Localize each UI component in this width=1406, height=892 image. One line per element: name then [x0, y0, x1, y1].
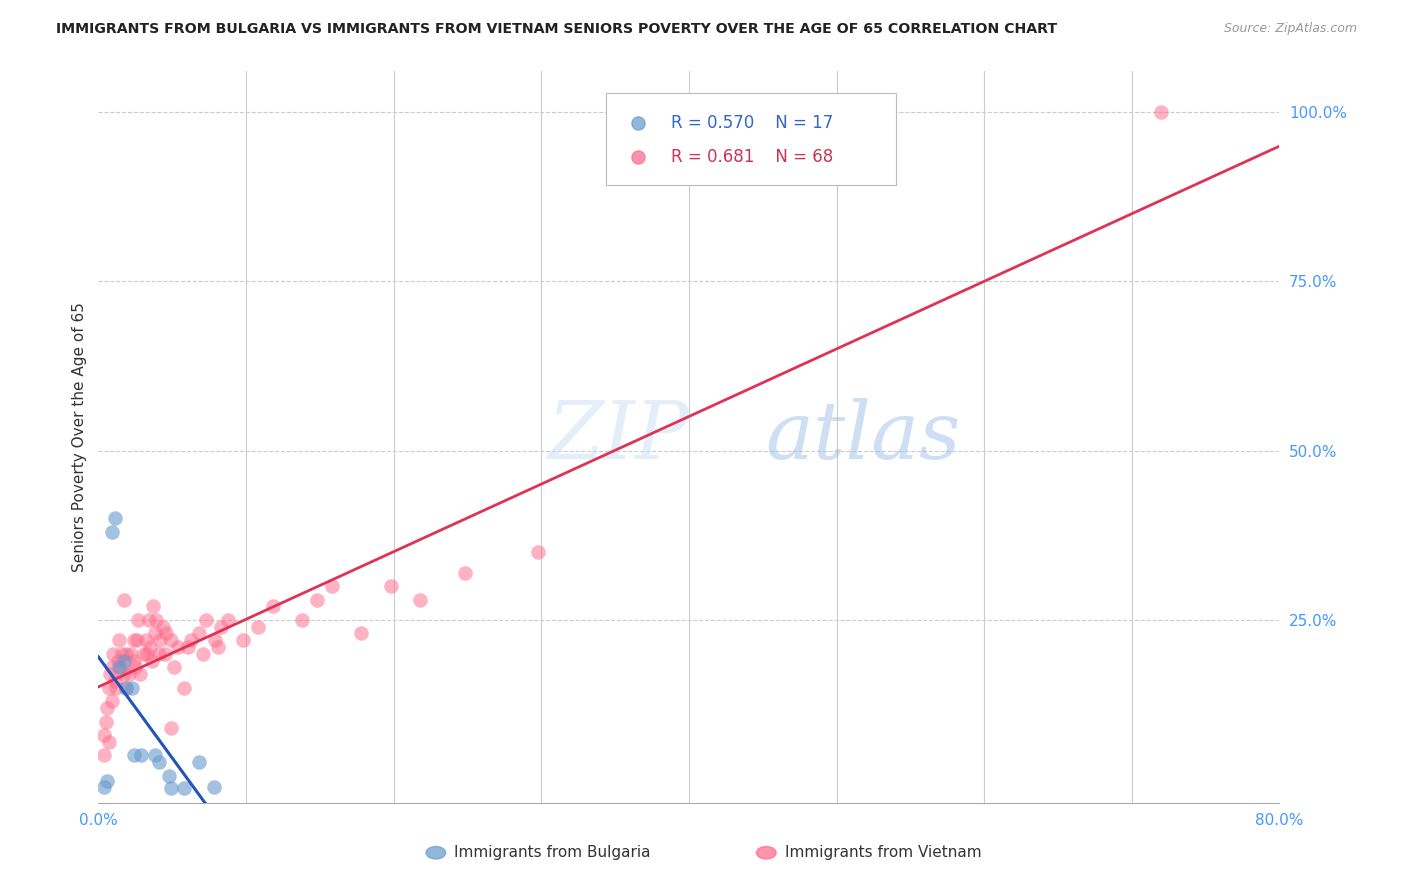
Point: [122, 654, 145, 668]
Point: [108, 633, 131, 648]
Point: [97, 735, 120, 749]
Point: [129, 748, 152, 763]
Point: [110, 660, 132, 674]
Point: [209, 620, 232, 634]
Point: [173, 780, 195, 795]
Point: [118, 667, 141, 681]
Point: [93, 780, 115, 795]
Point: [128, 667, 150, 681]
Point: [453, 566, 475, 580]
Point: [762, 153, 785, 167]
Point: [100, 524, 122, 539]
Point: [112, 592, 135, 607]
Point: [124, 660, 146, 674]
Point: [217, 613, 239, 627]
Point: [291, 613, 314, 627]
Point: [163, 660, 186, 674]
Point: [125, 633, 148, 648]
Point: [305, 592, 328, 607]
Point: [159, 721, 181, 735]
Text: Immigrants from Vietnam: Immigrants from Vietnam: [785, 846, 981, 860]
Point: [204, 633, 226, 648]
Point: [152, 620, 174, 634]
Point: [177, 640, 200, 654]
Point: [141, 654, 163, 668]
Point: [134, 647, 156, 661]
Text: ZIP: ZIP: [547, 399, 689, 475]
Point: [159, 780, 181, 795]
Point: [187, 626, 209, 640]
Point: [96, 701, 118, 715]
Point: [122, 633, 145, 648]
Point: [187, 755, 209, 769]
Point: [122, 748, 145, 763]
Point: [157, 769, 180, 783]
Point: [115, 647, 138, 661]
Y-axis label: Seniors Poverty Over the Age of 65: Seniors Poverty Over the Age of 65: [72, 302, 87, 572]
Point: [136, 647, 159, 661]
Text: IMMIGRANTS FROM BULGARIA VS IMMIGRANTS FROM VIETNAM SENIORS POVERTY OVER THE AGE: IMMIGRANTS FROM BULGARIA VS IMMIGRANTS F…: [56, 22, 1057, 37]
Point: [142, 599, 165, 614]
Point: [115, 681, 138, 695]
Point: [350, 626, 373, 640]
Point: [104, 673, 127, 688]
Point: [127, 613, 149, 627]
Point: [103, 647, 125, 661]
Point: [100, 694, 122, 708]
Point: [120, 647, 142, 661]
Point: [409, 592, 432, 607]
Point: [93, 748, 115, 763]
Point: [180, 633, 202, 648]
FancyBboxPatch shape: [606, 94, 896, 185]
Point: [380, 579, 402, 593]
Point: [193, 647, 215, 661]
Point: [139, 640, 162, 654]
Point: [149, 633, 172, 648]
Text: R = 0.681    N = 68: R = 0.681 N = 68: [671, 148, 834, 166]
Point: [262, 599, 284, 614]
Point: [145, 613, 167, 627]
Point: [232, 633, 254, 648]
Text: Source: ZipAtlas.com: Source: ZipAtlas.com: [1223, 22, 1357, 36]
Text: atlas: atlas: [766, 399, 962, 475]
Point: [97, 681, 120, 695]
Point: [195, 613, 218, 627]
Point: [167, 640, 190, 654]
Point: [202, 780, 225, 795]
Text: R = 0.570    N = 17: R = 0.570 N = 17: [671, 113, 834, 131]
Point: [107, 654, 129, 668]
Point: [155, 626, 177, 640]
Point: [1150, 105, 1173, 120]
Point: [96, 774, 118, 789]
Point: [121, 681, 143, 695]
Point: [105, 681, 128, 695]
Point: [111, 647, 134, 661]
Point: [104, 511, 127, 525]
Point: [115, 681, 138, 695]
Point: [153, 647, 176, 661]
Point: [148, 755, 170, 769]
Point: [159, 633, 181, 648]
Point: [112, 654, 135, 668]
Point: [94, 714, 117, 729]
Point: [148, 647, 170, 661]
Point: [138, 613, 160, 627]
Point: [108, 660, 131, 674]
Text: Immigrants from Bulgaria: Immigrants from Bulgaria: [454, 846, 651, 860]
Point: [100, 660, 122, 674]
Point: [98, 667, 121, 681]
Point: [762, 184, 785, 198]
Point: [173, 681, 195, 695]
Point: [135, 633, 157, 648]
Point: [321, 579, 343, 593]
Point: [207, 640, 229, 654]
Point: [246, 620, 269, 634]
Point: [143, 626, 166, 640]
Point: [93, 728, 115, 742]
Point: [112, 667, 135, 681]
Point: [527, 545, 550, 559]
Point: [143, 748, 166, 763]
